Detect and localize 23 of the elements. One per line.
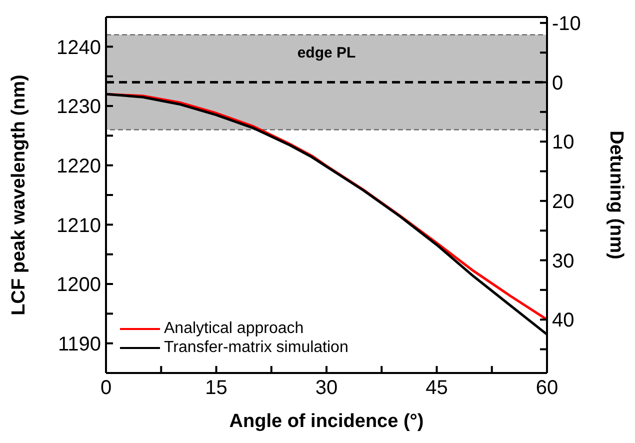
y-tick-label: 1220	[56, 155, 101, 178]
band-label: edge PL	[297, 44, 356, 62]
y2-tick-label: -10	[552, 13, 581, 36]
legend-label: Transfer-matrix simulation	[164, 338, 348, 357]
y-tick-label: 1200	[56, 274, 101, 296]
legend-label: Analytical approach	[164, 319, 304, 338]
y-tick-label: 1190	[58, 333, 101, 356]
x-axis-title: Angle of incidence (°)	[229, 411, 424, 432]
x-tick-label: 0	[100, 377, 112, 400]
x-tick-label: 30	[315, 377, 338, 400]
y2-tick-label: 40	[552, 310, 574, 332]
y2-tick-label: 20	[552, 191, 574, 214]
y-axis-title: LCF peak wavelength (nm)	[8, 74, 30, 316]
y-tick-label: 1240	[56, 36, 101, 59]
x-tick-label: 60	[536, 377, 558, 400]
x-tick-label: 45	[426, 377, 448, 400]
y-tick-label: 1210	[56, 214, 101, 237]
y2-tick-label: 10	[552, 132, 574, 154]
y-tick-label: 1230	[56, 96, 101, 118]
x-tick-label: 15	[205, 377, 228, 400]
y2-axis-title: Detuning (nm)	[605, 130, 626, 260]
y2-tick-label: 0	[552, 72, 564, 94]
y2-tick-label: 30	[552, 250, 574, 272]
